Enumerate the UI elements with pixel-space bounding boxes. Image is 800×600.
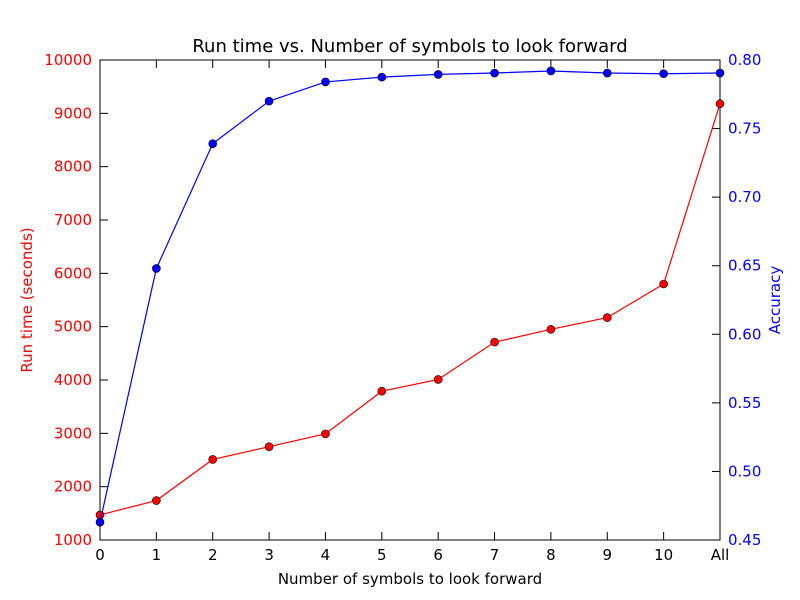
x-axis: 0 1 2 3 4 5 6 7 8 9 10 All	[95, 60, 729, 564]
left-y-tick-label: 7000	[54, 211, 92, 229]
left-y-tick-label: 3000	[54, 424, 92, 442]
accuracy-point	[715, 68, 725, 78]
x-tick-label: 2	[208, 546, 218, 564]
right-y-axis-label: Accuracy	[766, 266, 784, 335]
accuracy-point	[321, 77, 330, 87]
runtime-point	[264, 442, 274, 451]
x-tick-label: 8	[546, 546, 556, 564]
runtime-point	[208, 455, 218, 464]
x-tick-label: 1	[152, 546, 162, 564]
right-y-tick-label: 0.60	[728, 325, 761, 343]
plot-frame	[99, 59, 721, 541]
accuracy-point	[433, 70, 443, 79]
right-y-tick-label: 0.70	[728, 188, 761, 206]
accuracy-point	[377, 72, 387, 82]
left-y-tick-label: 4000	[54, 371, 92, 389]
runtime-point	[433, 375, 443, 384]
runtime-point	[152, 496, 161, 505]
right-y-tick-label: 0.45	[728, 531, 761, 549]
x-tick-label: 4	[321, 546, 331, 564]
runtime-line	[99, 103, 721, 516]
left-y-tick-label: 10000	[44, 51, 92, 69]
accuracy-point	[602, 68, 612, 78]
x-tick-label: 10	[654, 546, 673, 564]
accuracy-line	[99, 70, 721, 523]
accuracy-point	[95, 517, 105, 527]
runtime-series	[95, 99, 725, 520]
left-y-tick-label: 8000	[54, 158, 92, 176]
runtime-point	[546, 325, 556, 334]
accuracy-point	[490, 68, 499, 78]
accuracy-series	[95, 66, 725, 527]
left-y-tick-label: 6000	[54, 264, 92, 282]
x-tick-label: 5	[377, 546, 387, 564]
runtime-point	[602, 313, 612, 322]
accuracy-point	[659, 69, 668, 79]
left-y-tick-label: 9000	[54, 104, 92, 122]
accuracy-point	[152, 264, 161, 273]
right-y-tick-label: 0.55	[728, 394, 761, 412]
right-y-tick-label: 0.50	[728, 462, 761, 480]
runtime-point	[377, 386, 387, 396]
right-y-tick-label: 0.80	[728, 51, 761, 69]
x-tick-label: 0	[95, 546, 105, 564]
left-y-axis-label: Run time (seconds)	[18, 227, 36, 372]
x-tick-label: 6	[433, 546, 443, 564]
left-y-tick-label: 5000	[54, 318, 92, 336]
right-y-tick-label: 0.65	[728, 257, 761, 275]
accuracy-point	[546, 66, 556, 76]
chart-title: Run time vs. Number of symbols to look f…	[192, 36, 627, 57]
runtime-point	[490, 337, 499, 347]
left-y-axis: 1000 2000 3000 4000 5000 6000 7000 8000 9000 1000…	[44, 51, 108, 549]
runtime-point	[715, 99, 725, 109]
x-tick-label: 3	[264, 546, 274, 564]
x-tick-label: 7	[490, 546, 500, 564]
runtime-point	[659, 279, 668, 289]
x-tick-label: All	[711, 546, 730, 564]
accuracy-point	[208, 139, 218, 148]
x-axis-label: Number of symbols to look forward	[278, 570, 542, 588]
accuracy-point	[264, 96, 274, 106]
runtime-point	[321, 429, 330, 439]
right-y-axis: 0.45 0.50 0.55 0.60 0.65 0.70 0.75 0.80	[712, 51, 761, 549]
left-y-tick-label: 1000	[54, 531, 92, 549]
right-y-tick-label: 0.75	[728, 120, 761, 138]
left-y-tick-label: 2000	[54, 478, 92, 496]
x-tick-label: 9	[602, 546, 612, 564]
